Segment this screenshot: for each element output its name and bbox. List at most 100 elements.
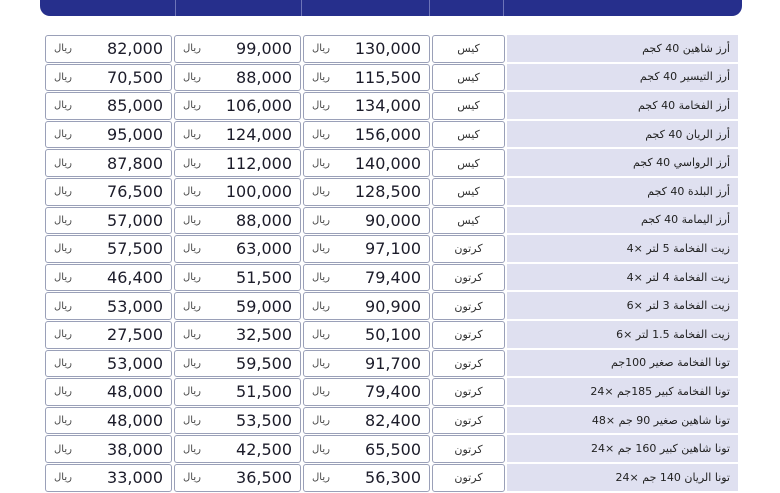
price-cell-p2: ريال 88,000 [174, 206, 301, 235]
header-col-price-3 [40, 0, 176, 16]
table-row: ريال 85,000 ريال 106,000 ريال 134,000 كيس أرز ا… [45, 92, 740, 121]
header-col-name [504, 0, 742, 16]
price-cell-p2: ريال 42,500 [174, 435, 301, 463]
price-value: 134,000 [354, 96, 421, 116]
table-row: ريال 70,500 ريال 88,000 ريال 115,500 كيس أرز ال… [45, 63, 740, 93]
currency-label: ريال [183, 415, 201, 427]
unit-cell: كرتون [432, 463, 505, 492]
currency-label: ريال [312, 300, 330, 312]
price-cell-p1: ريال 128,500 [303, 177, 430, 206]
product-name: تونا شاهين كبير 160 جم ×24 [507, 435, 738, 462]
price-cell-p3: ريال 38,000 [45, 435, 172, 463]
currency-label: ريال [54, 415, 72, 427]
price-cell-p3: ريال 87,800 [45, 149, 172, 177]
price-cell-p3: ريال 53,000 [45, 349, 172, 378]
price-value: 70,500 [107, 67, 163, 87]
price-value: 57,500 [107, 239, 163, 259]
price-cell-p3: ريال 53,000 [45, 292, 172, 320]
price-cell-p2: ريال 99,000 [174, 35, 301, 63]
price-value: 90,900 [365, 296, 421, 316]
price-value: 128,500 [354, 182, 421, 202]
currency-label: ريال [312, 272, 330, 284]
price-value: 82,400 [365, 411, 421, 431]
header-col-unit [430, 0, 504, 16]
price-value: 57,000 [107, 210, 163, 230]
product-name: أرز اليمامة 40 كجم [507, 206, 738, 234]
price-cell-p2: ريال 106,000 [174, 92, 301, 120]
currency-label: ريال [312, 214, 330, 226]
price-cell-p1: ريال 115,500 [303, 63, 430, 92]
price-cell-p3: ريال 33,000 [45, 463, 172, 492]
price-cell-p3: ريال 95,000 [45, 120, 172, 149]
price-cell-p1: ريال 65,500 [303, 435, 430, 463]
price-value: 76,500 [107, 182, 163, 202]
currency-label: ريال [54, 157, 72, 169]
price-cell-p3: ريال 57,500 [45, 235, 172, 263]
currency-label: ريال [183, 386, 201, 398]
product-name: زيت الفخامة 1.5 لتر ×6 [507, 320, 738, 348]
table-row: ريال 27,500 ريال 32,500 ريال 50,100 كرتون زيت ا… [45, 320, 740, 350]
price-value: 97,100 [365, 239, 421, 259]
price-value: 48,000 [107, 411, 163, 431]
price-value: 88,000 [236, 210, 292, 230]
price-cell-p1: ريال 130,000 [303, 35, 430, 63]
price-cell-p2: ريال 59,000 [174, 292, 301, 320]
currency-label: ريال [54, 129, 72, 141]
table-row: ريال 87,800 ريال 112,000 ريال 140,000 كيس أرز ا… [45, 149, 740, 178]
price-value: 90,000 [365, 210, 421, 230]
price-value: 79,400 [365, 268, 421, 288]
price-value: 50,100 [365, 325, 421, 345]
table-row: ريال 95,000 ريال 124,000 ريال 156,000 كيس أرز ا… [45, 120, 740, 150]
currency-label: ريال [54, 386, 72, 398]
price-value: 100,000 [225, 182, 292, 202]
unit-cell: كيس [432, 206, 505, 235]
unit-cell: كرتون [432, 235, 505, 263]
table-row: ريال 38,000 ريال 42,500 ريال 65,500 كرتون تونا … [45, 435, 740, 464]
table-row: ريال 57,000 ريال 88,000 ريال 90,000 كيس أرز الي… [45, 206, 740, 236]
table-row: ريال 76,500 ريال 100,000 ريال 128,500 كيس أرز ا… [45, 177, 740, 207]
unit-cell: كيس [432, 35, 505, 63]
table-row: ريال 46,400 ريال 51,500 ريال 79,400 كرتون زيت ا… [45, 263, 740, 293]
price-value: 59,500 [236, 353, 292, 373]
product-name: أرز الرواسي 40 كجم [507, 149, 738, 176]
price-value: 156,000 [354, 125, 421, 145]
price-cell-p1: ريال 140,000 [303, 149, 430, 177]
unit-cell: كرتون [432, 406, 505, 435]
price-value: 140,000 [354, 153, 421, 173]
price-value: 53,000 [107, 296, 163, 316]
currency-label: ريال [183, 100, 201, 112]
price-cell-p2: ريال 32,500 [174, 320, 301, 349]
currency-label: ريال [183, 186, 201, 198]
currency-label: ريال [312, 100, 330, 112]
price-cell-p1: ريال 50,100 [303, 320, 430, 349]
currency-label: ريال [54, 243, 72, 255]
currency-label: ريال [183, 157, 201, 169]
price-cell-p3: ريال 48,000 [45, 378, 172, 406]
unit-cell: كيس [432, 63, 505, 92]
currency-label: ريال [183, 129, 201, 141]
currency-label: ريال [54, 214, 72, 226]
price-cell-p2: ريال 112,000 [174, 149, 301, 177]
currency-label: ريال [183, 472, 201, 484]
price-cell-p3: ريال 48,000 [45, 406, 172, 435]
currency-label: ريال [312, 472, 330, 484]
unit-cell: كيس [432, 177, 505, 206]
currency-label: ريال [54, 43, 72, 55]
product-name: تونا الريان 140 جم ×24 [507, 463, 738, 491]
currency-label: ريال [183, 214, 201, 226]
currency-label: ريال [312, 357, 330, 369]
unit-cell: كرتون [432, 292, 505, 320]
currency-label: ريال [54, 472, 72, 484]
price-value: 115,500 [354, 67, 421, 87]
currency-label: ريال [183, 43, 201, 55]
price-value: 51,500 [236, 268, 292, 288]
price-value: 82,000 [107, 39, 163, 59]
price-cell-p2: ريال 59,500 [174, 349, 301, 378]
price-value: 79,400 [365, 382, 421, 402]
price-table: ريال 82,000 ريال 99,000 ريال 130,000 كيس أرز شا… [45, 35, 740, 493]
product-name: زيت الفخامة 4 لتر ×4 [507, 263, 738, 291]
price-cell-p2: ريال 36,500 [174, 463, 301, 492]
table-row: ريال 33,000 ريال 36,500 ريال 56,300 كرتون تونا … [45, 463, 740, 493]
table-header [40, 0, 742, 16]
price-value: 85,000 [107, 96, 163, 116]
